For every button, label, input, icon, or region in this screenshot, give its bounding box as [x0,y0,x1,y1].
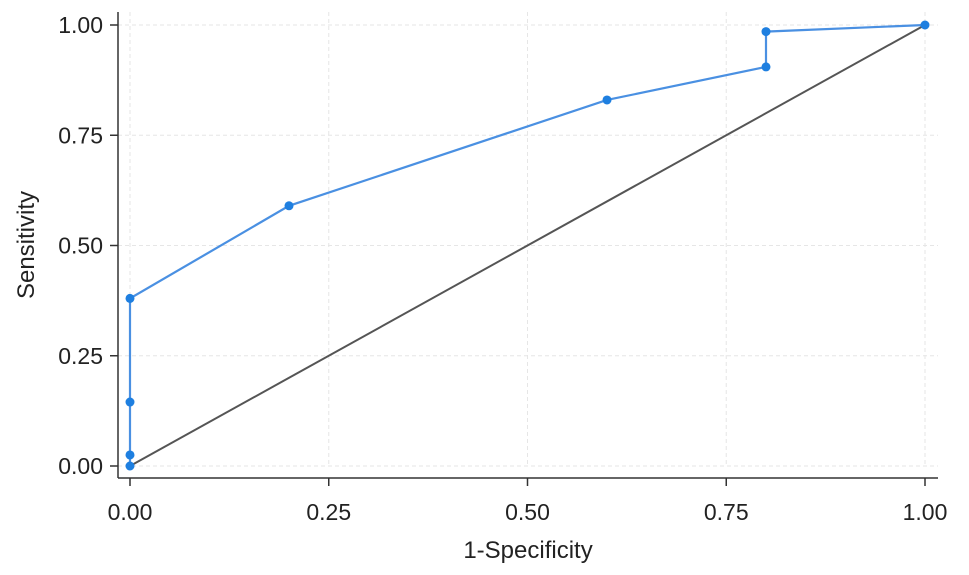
roc-point-3 [125,293,135,303]
axes [110,12,938,486]
y-tick-label: 0.00 [58,453,103,479]
y-tick-label: 0.75 [58,122,103,148]
x-tick-label: 0.75 [704,499,749,525]
roc-point-8 [920,20,930,30]
roc-point-2 [125,397,135,407]
y-tick-label: 1.00 [58,12,103,38]
tick-labels: 0.00 0.25 0.50 0.75 1.00 0.00 0.25 0.50 0.75 1.00 [58,12,947,525]
roc-point-6 [761,62,771,72]
y-axis-title: Sensitivity [13,191,40,299]
grid [118,12,938,467]
reference-line [129,24,926,467]
roc-point-5 [602,95,612,105]
roc-point-4 [284,201,294,211]
roc-point-0 [125,461,135,471]
y-tick-label: 0.25 [58,343,103,369]
series-layer [125,20,930,471]
x-tick-label: 1.00 [903,499,948,525]
y-tick-label: 0.50 [58,233,103,259]
x-axis-title: 1-Specificity [463,537,592,564]
x-tick-label: 0.00 [108,499,153,525]
roc-point-1 [125,450,135,460]
x-tick-label: 0.50 [505,499,550,525]
roc-point-7 [761,27,771,37]
x-tick-label: 0.25 [306,499,351,525]
